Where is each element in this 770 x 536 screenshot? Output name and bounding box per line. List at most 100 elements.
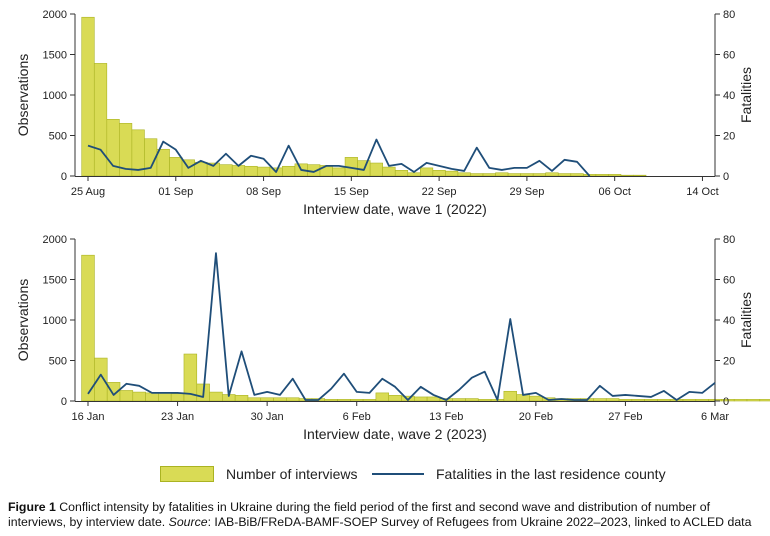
chart1-bar [394,170,409,177]
chart1-ytick-right-label: 0 [723,171,729,183]
chart2-bar [605,398,620,402]
chart2-fatalities-line [87,252,716,401]
legend-item-fatalities: Fatalities in the last residence county [372,466,666,482]
chart2-ylabel-right: Fatalities [738,292,754,348]
chart2-xtick-label: 23 Jan [161,411,194,423]
chart2-bar [119,390,134,402]
chart2-bar [324,399,338,402]
chart1-bar [432,170,446,177]
caption-source-label: Source [168,515,208,529]
chart2-bar [132,391,146,402]
chart2-bar [337,399,351,402]
chart1-ytick-label: 0 [61,171,67,183]
chart1-bar [231,165,246,177]
chart1-bar [420,167,434,177]
chart2-bar [452,398,466,402]
chart1-bar [81,16,95,177]
chart1-xtick-label: 29 Sep [509,186,544,198]
chart2-ylabel: Observations [15,279,31,361]
chart2-ytick-right-label: 40 [723,315,735,327]
chart1-xtick-label: 08 Sep [246,186,281,198]
chart1-bar [407,172,421,177]
chart1-ytick-right-label: 60 [723,50,735,62]
chart2-bar [746,399,761,402]
chart2-bar [503,390,517,402]
chart1-bar [445,170,459,177]
chart1-bar [507,173,521,177]
chart2-xtick-label: 13 Feb [429,411,463,423]
chart2-bar [695,399,709,402]
chart2-ytick-label: 1000 [43,315,67,327]
legend-item-interviews: Number of interviews [160,466,358,482]
chart1-bar [495,172,509,177]
chart2-bar [247,397,262,402]
chart2-bar [593,398,607,402]
chart1-ytick-right-label: 20 [723,131,735,143]
caption-text: Conflict intensity by fatalities in Ukra… [8,500,710,529]
chart1-bar [570,173,584,177]
chart2-ytick-label: 500 [49,356,67,368]
chart2-xtick-label: 6 Feb [343,411,371,423]
chart1-bar [256,166,271,177]
chart2-xtick-label: 16 Jan [71,411,104,423]
chart2-bar [413,396,428,402]
legend-label-interviews: Number of interviews [226,466,358,482]
chart1-bar [595,174,609,177]
chart1-bar [520,173,534,177]
chart2-bar [375,392,390,402]
chart2-xlabel: Interview date, wave 2 (2023) [303,426,487,442]
chart1-bar [482,173,496,177]
chart1-bar [620,174,634,177]
chart1-ylabel-right: Fatalities [738,67,754,123]
chart2-bar [286,397,300,402]
chart1-xtick-label: 06 Oct [598,186,630,198]
chart2-bar [657,399,671,402]
chart2-ytick-right-label: 0 [723,396,729,408]
chart2-bar [644,399,658,402]
chart1-bar [557,173,572,177]
chart1-ylabel: Observations [15,54,31,136]
chart2-bar [477,399,492,402]
chart1-ytick-label: 1500 [43,50,67,62]
chart2-bar [350,399,364,402]
chart2-bar [81,254,95,402]
chart2-bar [465,398,479,402]
chart1-bar [532,173,547,177]
chart1-ytick-right-label: 40 [723,90,735,102]
chart2-bar [529,395,543,402]
chart1-fatalities-line [87,138,591,177]
chart1-bar [219,164,233,177]
chart2-bar [260,397,274,402]
chart2-bar [94,357,108,402]
chart1-ytick-label: 500 [49,131,67,143]
chart1-bar [93,63,108,177]
chart2-bar [145,392,159,402]
chart2-bar [631,399,645,402]
chart1-bar [545,172,559,177]
chart1-bar [633,174,647,177]
chart1-xtick-label: 14 Oct [686,186,718,198]
chart2-ytick-right-label: 80 [723,234,735,246]
chart1-bar [156,148,170,177]
legend-swatch-line [372,473,424,475]
chart1-bar [244,165,258,177]
chart2-xtick-label: 30 Jan [251,411,284,423]
chart1-bar [282,165,296,177]
chart2-xtick-label: 6 Mar [701,411,729,423]
chart2-bar [733,399,748,402]
chart1-xtick-label: 25 Aug [71,186,105,198]
legend: Number of interviews Fatalities in the l… [0,466,770,488]
chart2-xtick-label: 27 Feb [608,411,642,423]
chart1-bar [169,157,183,177]
chart1-xtick-label: 15 Sep [334,186,369,198]
chart2-bar [234,395,249,402]
chart1-xlabel: Interview date, wave 1 (2022) [303,201,487,217]
chart1-bar [470,173,484,177]
chart1-bar [382,166,396,177]
chart2-bar [209,391,223,402]
chart2-bar [618,399,633,402]
caption-label: Figure 1 [8,500,56,514]
chart1-ytick-right-label: 80 [723,9,735,21]
chart2-ytick-right-label: 60 [723,275,735,287]
